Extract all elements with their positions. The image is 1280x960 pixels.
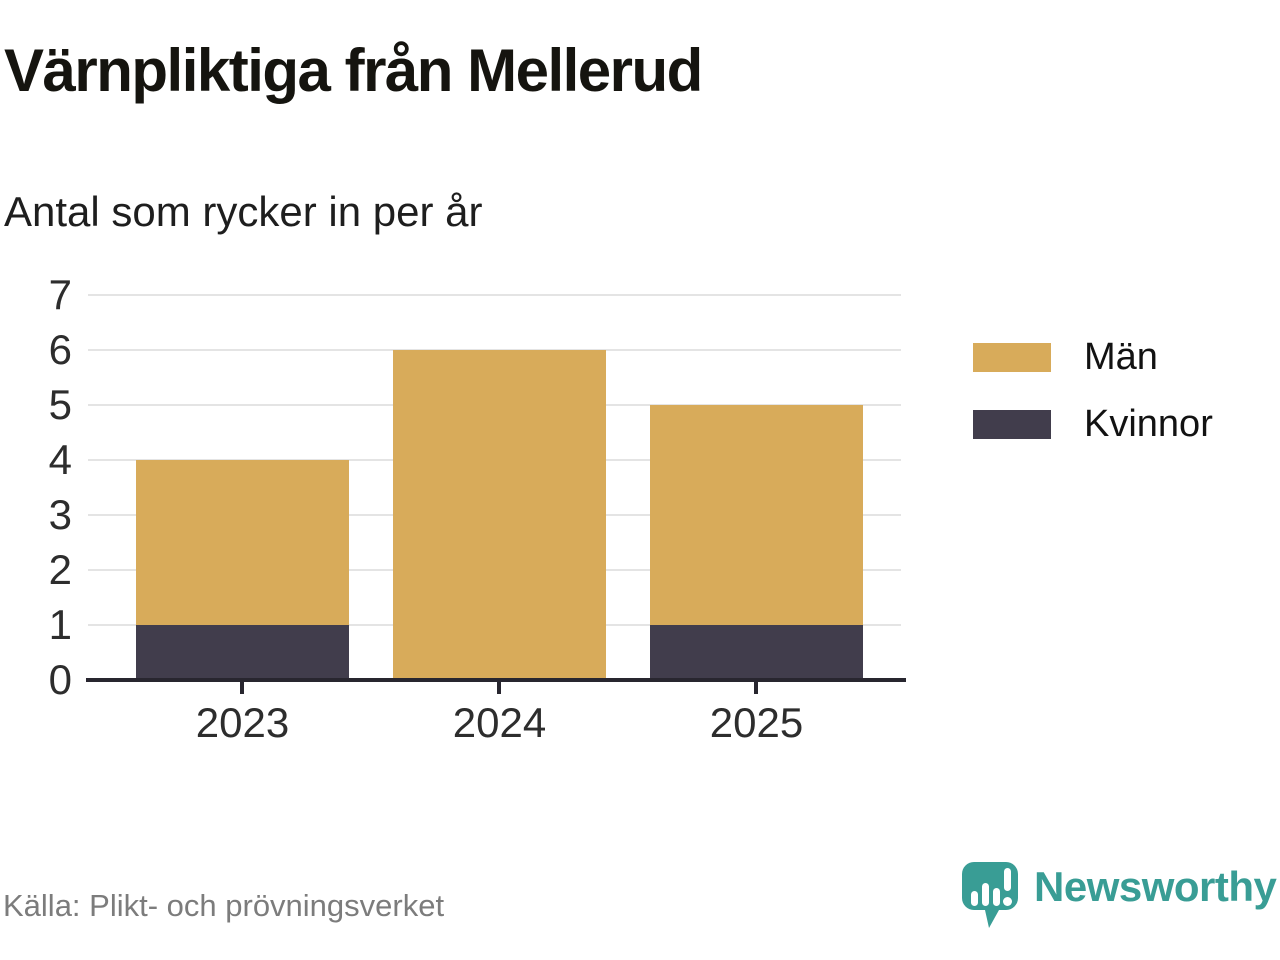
bars-region [114, 295, 885, 694]
x-tick-label: 2024 [452, 699, 547, 746]
y-tick-label: 0 [48, 656, 72, 703]
source-note: Källa: Plikt- och prövningsverket [3, 888, 445, 923]
legend-item-kvinnor: Kvinnor [973, 405, 1213, 443]
plot-area [86, 294, 906, 694]
y-tick-label: 1 [48, 601, 72, 648]
legend: Män Kvinnor [973, 338, 1213, 472]
x-axis-tick [240, 682, 245, 694]
legend-label: Män [1084, 336, 1158, 378]
bar-2024-män [392, 350, 607, 680]
x-tick-label: 2025 [709, 699, 804, 746]
bar-2023-män [135, 460, 350, 625]
y-tick-label: 5 [48, 381, 72, 428]
bar-2023-kvinnor [135, 625, 350, 680]
x-axis-tick [497, 682, 502, 694]
x-axis-line [86, 678, 906, 682]
legend-swatch-män [973, 342, 1051, 372]
chart-subtitle: Antal som rycker in per år [4, 188, 483, 235]
bar-2025-män [649, 405, 864, 625]
bar-group-2025 [628, 295, 885, 694]
x-axis-tick [754, 682, 759, 694]
bar-group-2024 [371, 295, 628, 694]
bar-2025-kvinnor [649, 625, 864, 680]
chart-title: Värnpliktiga från Mellerud [4, 37, 703, 104]
newsworthy-logo: Newsworthy [962, 861, 1277, 931]
newsworthy-logo-icon [962, 862, 1018, 928]
y-axis-tick-labels: 0 1 2 3 4 5 6 7 [0, 274, 72, 701]
gridline [88, 294, 901, 296]
legend-label: Kvinnor [1084, 403, 1213, 445]
y-tick-label: 6 [48, 326, 72, 373]
x-tick-label: 2023 [195, 699, 290, 746]
x-axis-tick-labels: 2023 2024 2025 [114, 702, 885, 754]
bar-group-2023 [114, 295, 371, 694]
legend-swatch-kvinnor [973, 409, 1051, 439]
newsworthy-logo-text: Newsworthy [1034, 863, 1277, 910]
legend-item-män: Män [973, 338, 1213, 376]
y-tick-label: 2 [48, 546, 72, 593]
y-tick-label: 7 [48, 271, 72, 318]
y-tick-label: 3 [48, 491, 72, 538]
y-tick-label: 4 [48, 436, 72, 483]
